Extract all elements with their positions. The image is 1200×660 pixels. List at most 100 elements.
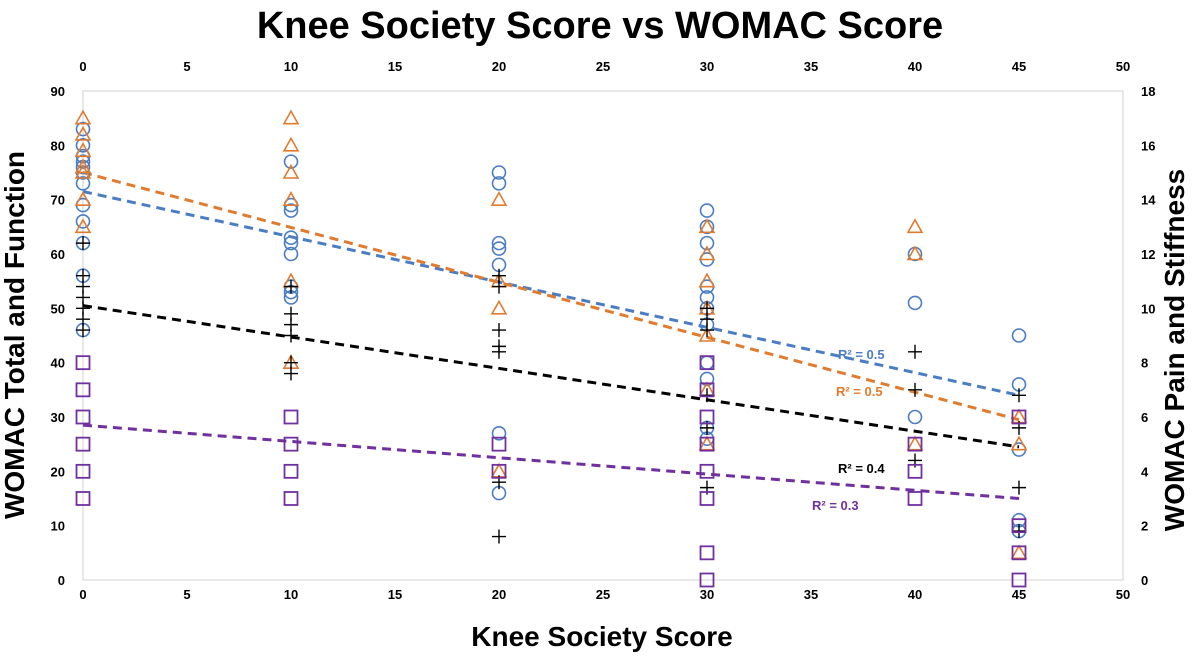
data-point-triangle [490, 191, 508, 206]
data-point-triangle [74, 158, 92, 174]
x-tick-label-top: 30 [700, 59, 714, 74]
data-point-square [699, 355, 715, 371]
data-point-square [283, 409, 299, 425]
data-point-plus [76, 323, 90, 338]
x-tick-label-bottom: 0 [79, 587, 86, 602]
x-tick-label-top: 5 [183, 59, 190, 74]
data-point-square [699, 572, 715, 588]
trendline-womac-pain [82, 304, 1020, 449]
y-left-tick-label: 70 [51, 193, 65, 208]
x-tick-label-top: 10 [284, 59, 298, 74]
data-point-circle [491, 425, 507, 441]
data-point-circle [491, 165, 507, 180]
data-point-circle [75, 214, 91, 229]
data-point-triangle [74, 218, 92, 234]
data-point-circle [283, 230, 299, 245]
data-point-circle [75, 154, 91, 169]
trendlines: R² = 0.5 R² = 0.5 R² = 0.4 R² = 0.3 [82, 171, 1020, 513]
data-point-triangle [282, 191, 300, 206]
y-right-tick-label: 18 [1141, 84, 1155, 99]
data-point-circle [75, 138, 91, 153]
data-point-plus [284, 328, 298, 343]
data-point-square [1011, 572, 1027, 588]
data-point-plus [908, 344, 922, 359]
plot-border [82, 90, 1124, 581]
trendline-womac-total [82, 190, 1020, 397]
data-point-circle [491, 176, 507, 191]
data-point-square [491, 436, 507, 452]
data-point-square [699, 436, 715, 452]
data-point-square [1011, 409, 1027, 425]
y-left-tick-label: 10 [51, 519, 65, 534]
y-right-tick-label: 12 [1141, 247, 1155, 262]
data-point-plus [492, 323, 506, 338]
y-left-tick-label: 90 [51, 84, 65, 99]
data-point-square [75, 409, 91, 425]
data-point-square [1011, 545, 1027, 561]
data-point-plus [284, 279, 298, 294]
data-point-triangle [74, 191, 92, 206]
data-point-circle [907, 295, 923, 311]
trendline-womac-function [82, 171, 1020, 422]
tick-labels: 0055101015152020252530303535404045455050… [51, 59, 1157, 602]
data-point-triangle [282, 109, 300, 125]
x-tick-label-bottom: 25 [596, 587, 610, 602]
data-point-square [699, 545, 715, 561]
data-point-triangle [906, 245, 924, 261]
data-point-circle [699, 203, 715, 218]
x-tick-label-top: 40 [908, 59, 922, 74]
data-point-plus [1012, 524, 1026, 539]
data-point-plus [76, 236, 90, 251]
data-point-square [75, 355, 91, 371]
y-left-tick-label: 0 [58, 573, 65, 588]
r-squared-label: R² = 0.3 [812, 498, 859, 513]
r-squared-label: R² = 0.5 [836, 384, 883, 399]
data-point-triangle [282, 163, 300, 179]
data-point-square [283, 491, 299, 506]
data-point-circle [491, 241, 507, 256]
data-point-square [283, 463, 299, 479]
y-left-tick-label: 40 [51, 356, 65, 371]
data-point-plus [492, 279, 506, 294]
x-tick-label-bottom: 30 [700, 587, 714, 602]
x-tick-label-bottom: 50 [1116, 587, 1130, 602]
x-tick-label-bottom: 40 [908, 587, 922, 602]
data-point-triangle [1010, 408, 1028, 424]
data-point-circle [699, 235, 715, 251]
data-point-plus [492, 344, 506, 359]
y-right-tick-label: 10 [1141, 301, 1155, 316]
data-point-triangle [1010, 544, 1028, 560]
data-point-circle [699, 371, 715, 387]
data-point-circle [75, 176, 91, 191]
y-left-tick-label: 80 [51, 138, 65, 153]
data-point-circle [283, 154, 299, 169]
y-right-tick-label: 4 [1141, 464, 1149, 479]
plot-frame [82, 90, 1124, 581]
data-point-square [491, 463, 507, 479]
chart-title: Knee Society Score vs WOMAC Score [257, 5, 943, 47]
x-tick-label-top: 15 [388, 59, 402, 74]
data-point-plus [492, 529, 506, 544]
data-point-plus [284, 366, 298, 381]
data-point-triangle [1010, 435, 1028, 451]
x-tick-label-top: 45 [1012, 59, 1026, 74]
data-point-triangle [698, 218, 716, 234]
y-right-tick-label: 14 [1141, 193, 1156, 208]
data-point-square [75, 491, 91, 506]
data-point-square [699, 409, 715, 425]
data-point-plus [700, 388, 714, 403]
x-tick-label-top: 35 [804, 59, 818, 74]
x-tick-label-top: 25 [596, 59, 610, 74]
y-left-tick-label: 50 [51, 301, 65, 316]
data-point-circle [1011, 328, 1027, 343]
data-point-triangle [698, 435, 716, 451]
data-point-circle [491, 235, 507, 251]
data-point-circle [283, 203, 299, 218]
data-point-square [699, 491, 715, 506]
data-point-plus [700, 323, 714, 338]
data-point-square [75, 382, 91, 398]
data-point-triangle [906, 435, 924, 451]
x-tick-label-bottom: 10 [284, 587, 298, 602]
y-right-tick-label: 8 [1141, 356, 1148, 371]
